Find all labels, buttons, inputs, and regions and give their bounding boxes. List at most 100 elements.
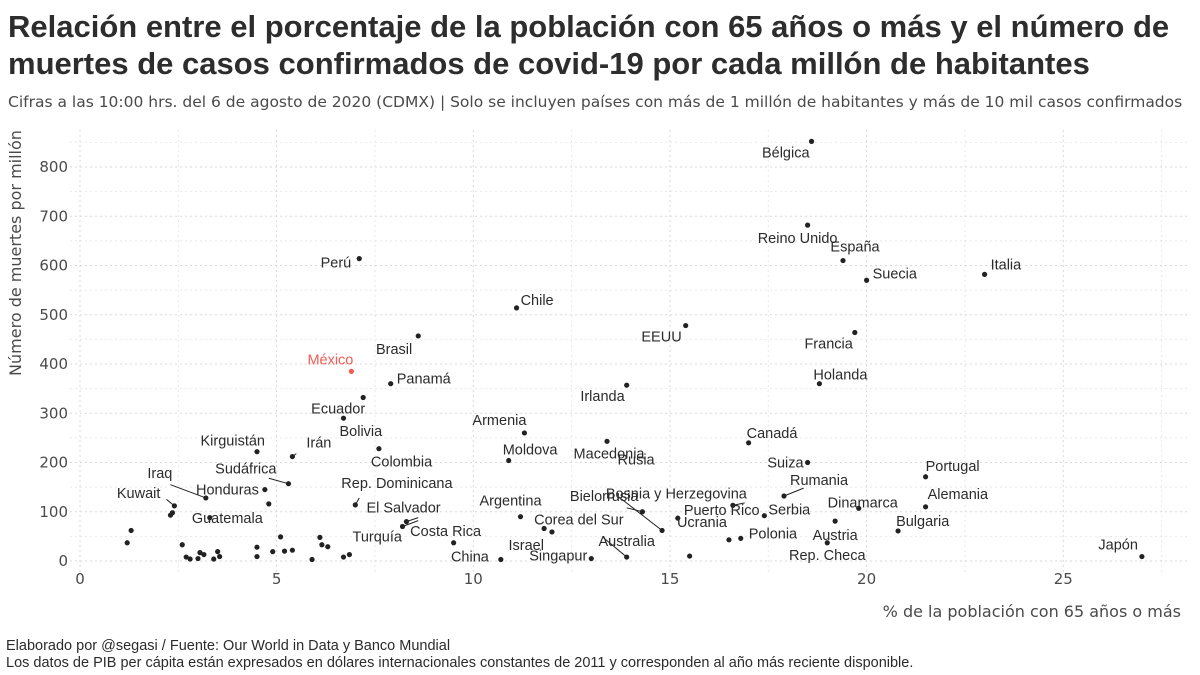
data-point: [289, 547, 295, 553]
data-point: [399, 523, 406, 530]
data-point: [388, 381, 394, 387]
point-label: Serbia: [768, 503, 811, 519]
data-point: [360, 394, 366, 401]
leader-line: [618, 496, 663, 531]
data-point: [183, 554, 189, 560]
point-label: Sudáfrica: [215, 462, 277, 478]
leader-line: [402, 520, 419, 527]
data-point: [746, 440, 752, 446]
data-point: [309, 556, 315, 563]
data-point: [675, 515, 681, 521]
point-label: Costa Rica: [410, 524, 482, 540]
y-tick-label: 200: [39, 454, 68, 472]
point-label: Chile: [521, 293, 554, 309]
point-label: Kirguistán: [201, 434, 265, 450]
leader-line: [268, 477, 289, 485]
point-label: Rumania: [790, 473, 849, 489]
point-label: Holanda: [813, 368, 868, 384]
point-label: Austria: [813, 528, 859, 544]
point-label: Macedonia: [574, 446, 646, 462]
x-tick-label: 15: [660, 570, 679, 588]
data-point: [254, 544, 260, 550]
point-label: Suecia: [873, 266, 918, 282]
point-label: Dinamarca: [828, 495, 899, 511]
point-label: Perú: [321, 256, 352, 272]
point-label: Suiza: [767, 456, 804, 472]
data-point: [840, 257, 846, 264]
caption-source: Elaborado por @segasi / Fuente: Our Worl…: [6, 638, 451, 654]
point-label: El Salvador: [366, 501, 440, 517]
data-point: [895, 528, 901, 534]
data-point: [781, 493, 787, 499]
point-label: Brasil: [376, 342, 412, 358]
y-tick-label: 500: [39, 306, 68, 324]
data-point: [726, 537, 732, 543]
data-point: [128, 527, 134, 534]
data-point: [659, 527, 665, 534]
data-point: [808, 138, 815, 144]
data-point: [376, 446, 382, 452]
data-point: [340, 554, 347, 560]
point-label: Irán: [306, 436, 331, 452]
data-point: [207, 515, 213, 521]
data-point: [277, 534, 284, 540]
y-tick-label: 800: [39, 158, 68, 176]
data-point: [521, 430, 528, 436]
data-point: [730, 502, 736, 508]
data-point: [285, 481, 292, 487]
data-point: [169, 510, 176, 516]
data-point: [325, 544, 331, 550]
leader-line: [170, 484, 207, 499]
data-point: [852, 329, 858, 336]
data-point: [864, 277, 870, 283]
data-point: [513, 305, 520, 311]
data-point: [832, 518, 838, 524]
data-point: [289, 453, 295, 460]
point-label: Bosnia y Herzegovina: [606, 486, 748, 502]
point-label: Guatemala: [192, 511, 264, 527]
data-point: [203, 495, 209, 501]
data-point: [805, 222, 811, 228]
point-label: España: [830, 240, 880, 256]
y-tick-label: 0: [58, 552, 68, 570]
data-point: [604, 438, 610, 444]
data-point: [317, 534, 323, 540]
leader-line: [602, 536, 628, 558]
x-tick-label: 20: [857, 570, 876, 588]
data-point: [211, 556, 217, 562]
point-label: Rep. Checa: [789, 548, 867, 564]
point-label: Kuwait: [117, 486, 161, 502]
grid-layer: [70, 130, 1190, 575]
data-point: [262, 486, 268, 493]
point-label: Canadá: [747, 426, 799, 442]
data-point: [179, 542, 185, 548]
point-label: EEUU: [641, 330, 681, 346]
point-label: Francia: [804, 336, 853, 352]
point-label: Singapur: [529, 549, 587, 565]
point-label: Irlanda: [580, 389, 625, 405]
data-point: [195, 555, 201, 562]
leader-line: [783, 487, 804, 497]
y-tick-label: 100: [39, 503, 68, 521]
data-point: [738, 535, 744, 541]
data-point: [1139, 553, 1145, 560]
data-point: [215, 549, 221, 555]
leader-layer: [166, 453, 804, 558]
chart-title: Relación entre el porcentaje de la pobla…: [8, 9, 1170, 81]
point-label: Australia: [598, 534, 655, 550]
data-point: [124, 540, 130, 546]
x-tick-label: 0: [75, 570, 85, 588]
point-label: Bielorrusia: [570, 489, 639, 505]
point-label: Polonia: [749, 526, 798, 542]
data-point: [415, 333, 421, 339]
x-axis-title: % de la población con 65 años o más: [883, 602, 1181, 621]
data-point: [498, 556, 504, 563]
point-label: Rusia: [618, 452, 656, 468]
data-point: [922, 504, 929, 510]
data-point: [201, 551, 207, 558]
y-tick-label: 600: [39, 257, 68, 275]
data-point: [171, 503, 177, 509]
point-label: Israel: [508, 538, 543, 554]
point-label: Bolivia: [340, 424, 384, 440]
